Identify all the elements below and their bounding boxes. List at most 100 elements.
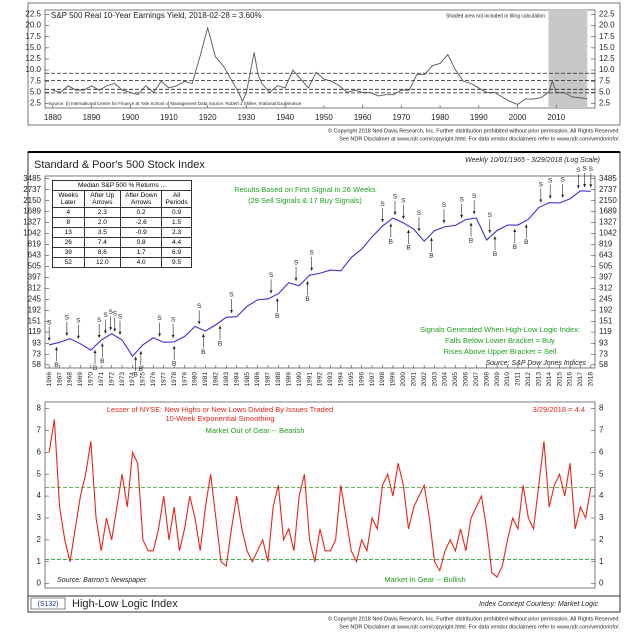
x-tick-label: 1989 — [285, 372, 292, 387]
table-header: After Down Arrows — [120, 190, 163, 208]
signal-label: B — [54, 362, 58, 369]
signal-arrowhead — [583, 183, 587, 187]
y-tick-label-right: 1042 — [599, 229, 617, 238]
y-tick-label: 819 — [28, 240, 42, 249]
table-cell: 4.4 — [161, 237, 192, 248]
y-tick-label-right: 2150 — [599, 196, 617, 205]
signal-label: S — [76, 317, 81, 324]
table-cell: 12.0 — [83, 257, 122, 268]
x-tick-label: 1999 — [390, 372, 397, 387]
signal-arrowhead — [197, 321, 201, 325]
x-tick-label: 1967 — [56, 372, 63, 387]
table-header: After Up Arrows — [83, 190, 122, 208]
signal-arrowhead — [113, 328, 117, 332]
signal-arrowhead — [310, 267, 314, 271]
x-tick-label: 1972 — [108, 372, 115, 387]
signal-label: B — [513, 244, 517, 251]
x-tick-label: 1984 — [233, 372, 240, 387]
y-tick-label: 73 — [32, 349, 41, 358]
x-tick-label: 1910 — [160, 113, 178, 122]
x-tick-label: 1993 — [327, 372, 334, 387]
signal-label: S — [539, 181, 544, 188]
table-title: Median S&P 500 % Returns ... — [52, 180, 192, 191]
y-tick-label-right: 505 — [599, 262, 613, 271]
y-tick-label-right: 819 — [599, 240, 613, 249]
signal-label: S — [97, 317, 102, 324]
y-tick-label: 192 — [28, 305, 42, 314]
signal-label: B — [218, 340, 222, 347]
signal-arrowhead — [429, 237, 433, 241]
y-tick-label: 397 — [28, 272, 42, 281]
signal-label: S — [488, 212, 493, 219]
series-line — [52, 26, 588, 105]
x-tick-label: 2014 — [546, 372, 553, 387]
table-cell: -0.9 — [120, 227, 163, 238]
series-line — [49, 190, 591, 358]
x-tick-label: 1985 — [244, 372, 251, 387]
y-tick-label-right: 3485 — [599, 174, 617, 183]
x-tick-label: 1975 — [140, 372, 147, 387]
x-tick-label: 2009 — [494, 372, 501, 387]
signal-label: S — [309, 249, 314, 256]
x-tick-label: 1990 — [470, 113, 488, 122]
x-tick-label: 2012 — [525, 372, 532, 387]
signal-label: S — [113, 310, 118, 317]
y-tick-label-right: 22.5 — [599, 10, 615, 19]
x-tick-label: 2005 — [452, 372, 459, 387]
y-tick-label: 58 — [32, 360, 41, 369]
y-tick-label: 22.5 — [25, 10, 41, 19]
x-tick-label: 2018 — [588, 372, 595, 387]
signal-arrowhead — [76, 335, 80, 339]
x-tick-label: 1997 — [369, 372, 376, 387]
signal-label: S — [442, 202, 447, 209]
y-tick-label-right: 0 — [599, 579, 604, 588]
y-tick-label-right: 15.0 — [599, 43, 615, 52]
y-tick-label-right: 58 — [599, 360, 608, 369]
signal-arrowhead — [103, 330, 107, 334]
x-tick-label: 1992 — [317, 372, 324, 387]
signal-arrowhead — [393, 211, 397, 215]
signal-label: B — [429, 253, 433, 260]
signal-arrowhead — [118, 331, 122, 335]
x-tick-label: 1981 — [202, 372, 209, 387]
y-tick-label: 1 — [37, 557, 42, 566]
signal-label: S — [47, 320, 52, 327]
signal-label: S — [171, 317, 176, 324]
code-box — [30, 597, 66, 610]
signal-label: B — [406, 245, 410, 252]
signal-label: S — [472, 193, 477, 200]
x-tick-label: 1978 — [171, 372, 178, 387]
last-value: 3/29/2018 = 4.4 — [533, 405, 585, 414]
table-cell: 1.5 — [161, 217, 192, 228]
signal-label: B — [389, 238, 393, 245]
chart-title: S&P 500 Real 10-Year Earnings Yield, 201… — [51, 11, 262, 20]
x-tick-label: 1980 — [431, 113, 449, 122]
x-tick-label: 2013 — [535, 372, 542, 387]
signal-label: S — [269, 272, 274, 279]
chart-code[interactable]: (S132) — [37, 601, 58, 608]
signal-arrowhead — [469, 222, 473, 226]
chart-note: Shaded area not included in tiling calcu… — [446, 13, 545, 19]
table-header-row: Weeks Later After Up Arrows After Down Arr… — [52, 190, 192, 208]
footer-credit: Index Concept Courtesy: Market Logic — [479, 601, 599, 608]
x-tick-label: 1991 — [306, 372, 313, 387]
x-tick-label: 1996 — [358, 372, 365, 387]
signal-arrowhead — [524, 224, 528, 228]
signal-arrowhead — [401, 215, 405, 219]
copyright: See NDR Disclaimer at www.ndr.com/copyri… — [339, 136, 620, 142]
x-tick-label: 1986 — [254, 372, 261, 387]
x-tick-label: 1969 — [77, 372, 84, 387]
x-tick-label: 1950 — [315, 113, 333, 122]
x-tick-label: 1980 — [192, 372, 199, 387]
signal-label: S — [380, 201, 385, 208]
plot-frame — [44, 401, 596, 589]
y-tick-label-right: 93 — [599, 338, 608, 347]
y-tick-label: 0 — [37, 579, 42, 588]
x-tick-label: 1983 — [223, 372, 230, 387]
signal-label: S — [393, 194, 398, 201]
x-tick-label: 2002 — [421, 372, 428, 387]
signal-arrowhead — [389, 223, 393, 227]
y-tick-label-right: 1 — [599, 557, 604, 566]
y-tick-label: 505 — [28, 262, 42, 271]
